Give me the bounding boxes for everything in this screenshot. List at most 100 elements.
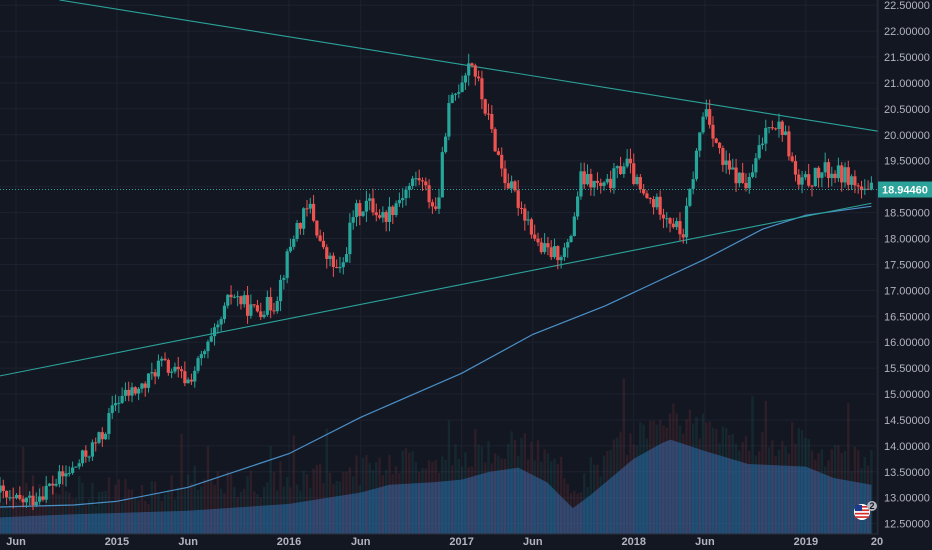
candle-body [661,214,666,219]
volume-bar [612,439,616,534]
candle-body [833,173,837,179]
volume-bar [427,460,431,534]
volume-bar [533,460,536,534]
candle-body [447,103,451,137]
volume-bar [114,484,117,534]
candle-body [533,234,537,239]
volume-bar [361,457,365,534]
us-flag-icon[interactable]: 2 [854,501,877,520]
volume-bar [157,492,160,534]
volume-bar [381,474,385,534]
candle-body [133,387,137,394]
candle-body [41,496,45,500]
volume-bar [840,452,843,534]
candle-body [635,177,639,184]
candle-body [483,99,487,114]
candle-body [632,163,636,184]
volume-bar [797,427,800,534]
volume-bar [688,409,692,534]
volume-bar [272,472,276,534]
volume-bars [0,378,873,534]
candle-body [90,442,95,457]
candle-body [38,496,42,502]
volume-bar [668,413,672,534]
volume-bar [45,480,48,534]
volume-bar [299,490,302,534]
candle-body [552,246,557,258]
volume-bar [404,448,408,534]
candle-body [869,182,873,190]
time-tick-label: Jun [6,536,26,548]
candle-body [298,222,302,229]
candle-body [741,172,745,183]
time-tick-label: 2015 [105,536,129,548]
candle-body [866,188,870,190]
volume-bar [602,455,606,534]
candle-body [559,257,563,261]
candle-body [589,174,593,188]
candle-body [747,176,751,189]
volume-bar [457,459,461,534]
volume-bar [282,486,286,534]
volume-bar [252,491,256,534]
candle-body [249,304,253,316]
time-tick-label: Jun [523,536,543,548]
volume-bar [695,416,698,534]
time-tick-label: 20 [871,536,883,548]
candle-body [64,473,68,477]
candle-body [642,189,646,194]
volume-bar [764,400,767,534]
volume-bar [751,396,754,534]
volume-bar [718,443,721,534]
price-tick-label: 13.50000 [884,467,930,479]
candle-body [546,243,550,248]
candle-body [731,167,735,170]
volume-bar [606,450,609,534]
volume-bar [863,456,866,534]
candle-body [255,305,260,312]
candle-body [338,267,342,269]
candle-body [684,205,689,238]
candle-body [523,208,527,221]
time-tick-label: 2016 [277,536,301,548]
candle-body [490,114,494,130]
time-axis[interactable]: Jun 2015 Jun 2016 Jun 2017 Jun 2018 Jun 2019 20 [0,533,883,548]
volume-bar [371,469,375,534]
volume-bar [566,483,569,534]
candle-body [331,255,335,267]
volume-bar [365,454,368,534]
time-tick-label: Jun [178,536,198,548]
volume-bar [312,468,315,534]
candle-body [467,63,471,76]
volume-bar [51,487,55,534]
candle-body [113,403,118,406]
candle-body [493,129,497,152]
price-axis[interactable]: 12.50000 13.00000 13.50000 14.00000 14.50000… [877,0,932,534]
volume-bar [460,466,464,534]
candle-body [803,174,807,178]
candle-body [236,296,240,298]
volume-bar [0,494,2,534]
volume-bar [546,453,550,534]
volume-bar [104,490,107,534]
volume-bar [411,451,414,534]
candle-body [348,222,352,255]
volume-bar [134,497,137,534]
candle-body [510,181,514,189]
price-tick-label: 17.00000 [884,285,930,297]
price-tick-label: 20.50000 [884,104,930,116]
price-tick-label: 17.50000 [884,259,930,271]
candle-body [704,109,708,117]
candle-body [44,485,48,500]
lower-trendline [0,202,872,377]
volume-bar [216,471,220,534]
price-tick-label: 15.00000 [884,389,930,401]
volume-bar [358,484,361,534]
volume-bar [180,433,183,534]
volume-bar [18,491,22,534]
volume-bar [556,463,560,534]
candle-body [8,497,12,499]
candle-body [110,405,114,414]
candle-body [259,311,263,318]
